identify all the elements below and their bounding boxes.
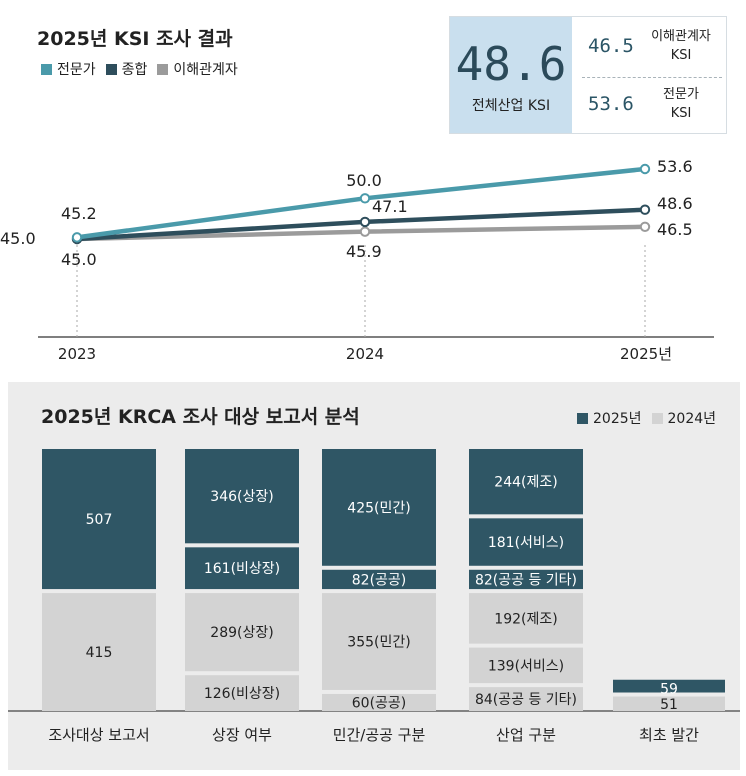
bar-label-2-2024-2: 355(민간) — [347, 635, 410, 651]
ksi-line-chart: 2023 2024 2025년 45.2 50.0 53.6 45.0 47.1 48.6 45.… — [0, 157, 714, 363]
data-label-s0-0: 45.2 — [61, 204, 97, 223]
ksi-stakeholder-value: 46.5 — [588, 35, 634, 57]
legend-item-2025: 2025년 — [577, 408, 642, 428]
legend-label-total: 종합 — [121, 62, 148, 78]
bar-label-0-2024-1: 415 — [86, 645, 113, 661]
bar-seg-3-2025-0 — [469, 449, 583, 515]
bar-seg-3-2024-5 — [469, 687, 583, 711]
ksi-chart-title: 2025년 KSI 조사 결과 — [37, 28, 233, 50]
legend-swatch-2024 — [651, 412, 663, 424]
bar-label-3-2025-1: 181(서비스) — [488, 535, 564, 551]
legend-label-stakeholder: 이해관계자 — [173, 62, 238, 78]
ksi-main-value: 48.6 — [455, 37, 567, 91]
ksi-stakeholder-label: 이해관계자 KSI — [636, 27, 726, 65]
bar-label-0-2025-0: 507 — [86, 512, 113, 528]
bar-label-1-2025-1: 161(비상장) — [204, 561, 280, 577]
point-s2-1 — [359, 226, 371, 237]
point-s0-2 — [639, 163, 651, 175]
bar-label-1-2024-2: 289(상장) — [210, 625, 273, 641]
legend-swatch-total — [105, 63, 117, 75]
ksi-stakeholder-row: 46.5 이해관계자 KSI — [576, 19, 724, 77]
category-label-1: 상장 여부 — [212, 726, 272, 744]
point-s2-2 — [639, 221, 651, 232]
legend-item-2024: 2024년 — [651, 408, 717, 428]
bar-label-2-2025-0: 425(민간) — [347, 500, 410, 516]
bar-seg-2-2025-1 — [322, 569, 436, 590]
point-s0-1 — [359, 193, 371, 204]
bar-seg-2-2025-0 — [322, 449, 436, 566]
legend-item-total: 종합 — [105, 59, 148, 79]
bar-seg-4-2024-1 — [613, 696, 725, 711]
legend-label-2025: 2025년 — [593, 411, 642, 427]
data-label-s1-0: 45.0 — [0, 229, 36, 248]
legend-swatch-expert — [41, 63, 52, 75]
bar-seg-1-2024-3 — [185, 675, 299, 711]
krca-legend: 2025년 2024년 — [577, 408, 716, 428]
bar-label-2-2025-1: 82(공공) — [352, 572, 407, 588]
legend-swatch-stakeholder — [157, 63, 169, 75]
ksi-expert-label-line1: 전문가 — [663, 87, 699, 102]
bar-seg-3-2025-2 — [469, 569, 583, 590]
ksi-stakeholder-label-line2: KSI — [670, 48, 692, 63]
x-tick-label-0: 2023 — [58, 345, 96, 363]
data-label-s2-0: 45.0 — [61, 250, 97, 269]
data-label-s0-1: 50.0 — [346, 171, 382, 190]
data-label-s1-1: 47.1 — [372, 197, 408, 216]
bar-seg-0-2025-0 — [42, 449, 156, 590]
bar-seg-3-2025-1 — [469, 518, 583, 566]
bar-label-3-2025-2: 82(공공 등 기타) — [475, 572, 577, 588]
ksi-main-label: 전체산업 KSI — [471, 98, 551, 114]
bar-seg-1-2025-0 — [185, 449, 299, 544]
bar-label-4-2024-1: 51 — [660, 697, 678, 713]
bar-label-2-2024-3: 60(공공) — [352, 695, 407, 711]
category-label-2: 민간/공공 구분 — [333, 726, 426, 744]
x-tick-label-1: 2024 — [346, 345, 384, 363]
data-label-s2-1: 45.9 — [346, 242, 382, 261]
bar-seg-1-2025-1 — [185, 547, 299, 590]
bar-seg-1-2024-2 — [185, 593, 299, 672]
ksi-row-divider — [582, 77, 722, 78]
point-s0-0 — [71, 232, 83, 243]
bar-label-3-2025-0: 244(제조) — [494, 475, 557, 491]
bar-label-1-2025-0: 346(상장) — [210, 489, 273, 505]
ksi-legend: 전문가 종합 이해관계자 — [41, 59, 238, 79]
ksi-section: 2025년 KSI 조사 결과 전문가 종합 이해관계자 48.6 전체산업 K… — [0, 0, 746, 380]
ksi-expert-label-line2: KSI — [670, 106, 692, 121]
bar-seg-0-2024-1 — [42, 593, 156, 711]
krca-bar-chart: 507 415 조사대상 보고서 346(상장) 161(비상장) 289(상장) 126(… — [8, 449, 740, 744]
ksi-expert-row: 53.6 전문가 KSI — [576, 77, 724, 135]
ksi-expert-label: 전문가 KSI — [636, 85, 726, 123]
krca-chart-title: 2025년 KRCA 조사 대상 보고서 분석 — [41, 406, 360, 428]
data-label-s2-2: 46.5 — [657, 220, 693, 239]
data-label-s1-2: 48.6 — [657, 194, 693, 213]
data-label-s0-2: 53.6 — [657, 157, 693, 176]
legend-label-expert: 전문가 — [57, 62, 96, 78]
category-label-0: 조사대상 보고서 — [48, 726, 149, 744]
ksi-stakeholder-label-line1: 이해관계자 — [651, 29, 711, 44]
point-s1-1 — [359, 216, 371, 228]
bar-seg-4-2025-0 — [613, 679, 725, 693]
category-label-3: 산업 구분 — [496, 726, 556, 744]
legend-label-2024: 2024년 — [667, 411, 717, 427]
ksi-main-panel: 48.6 전체산업 KSI — [450, 17, 572, 133]
bar-label-3-2024-3: 192(제조) — [494, 611, 557, 627]
bar-label-3-2024-4: 139(서비스) — [488, 658, 564, 674]
bar-seg-2-2024-2 — [322, 593, 436, 690]
bar-label-4-2025-0: 59 — [660, 682, 678, 698]
legend-swatch-2025 — [577, 412, 588, 424]
ksi-summary-box: 48.6 전체산업 KSI 46.5 이해관계자 KSI 53.6 전문가 KS… — [449, 16, 727, 134]
bar-label-3-2024-5: 84(공공 등 기타) — [475, 692, 577, 708]
x-tick-label-2: 2025년 — [620, 345, 672, 363]
bar-seg-2-2024-3 — [322, 693, 436, 711]
point-s1-2 — [639, 204, 651, 215]
bar-seg-3-2024-4 — [469, 647, 583, 684]
legend-item-stakeholder: 이해관계자 — [157, 59, 238, 79]
category-label-4: 최초 발간 — [639, 726, 699, 744]
legend-item-expert: 전문가 — [41, 59, 96, 79]
ksi-expert-value: 53.6 — [588, 93, 634, 115]
bar-label-1-2024-3: 126(비상장) — [204, 686, 280, 702]
bar-seg-3-2024-3 — [469, 593, 583, 644]
krca-section: 2025년 KRCA 조사 대상 보고서 분석 2025년 2024년 507 4… — [8, 382, 740, 770]
